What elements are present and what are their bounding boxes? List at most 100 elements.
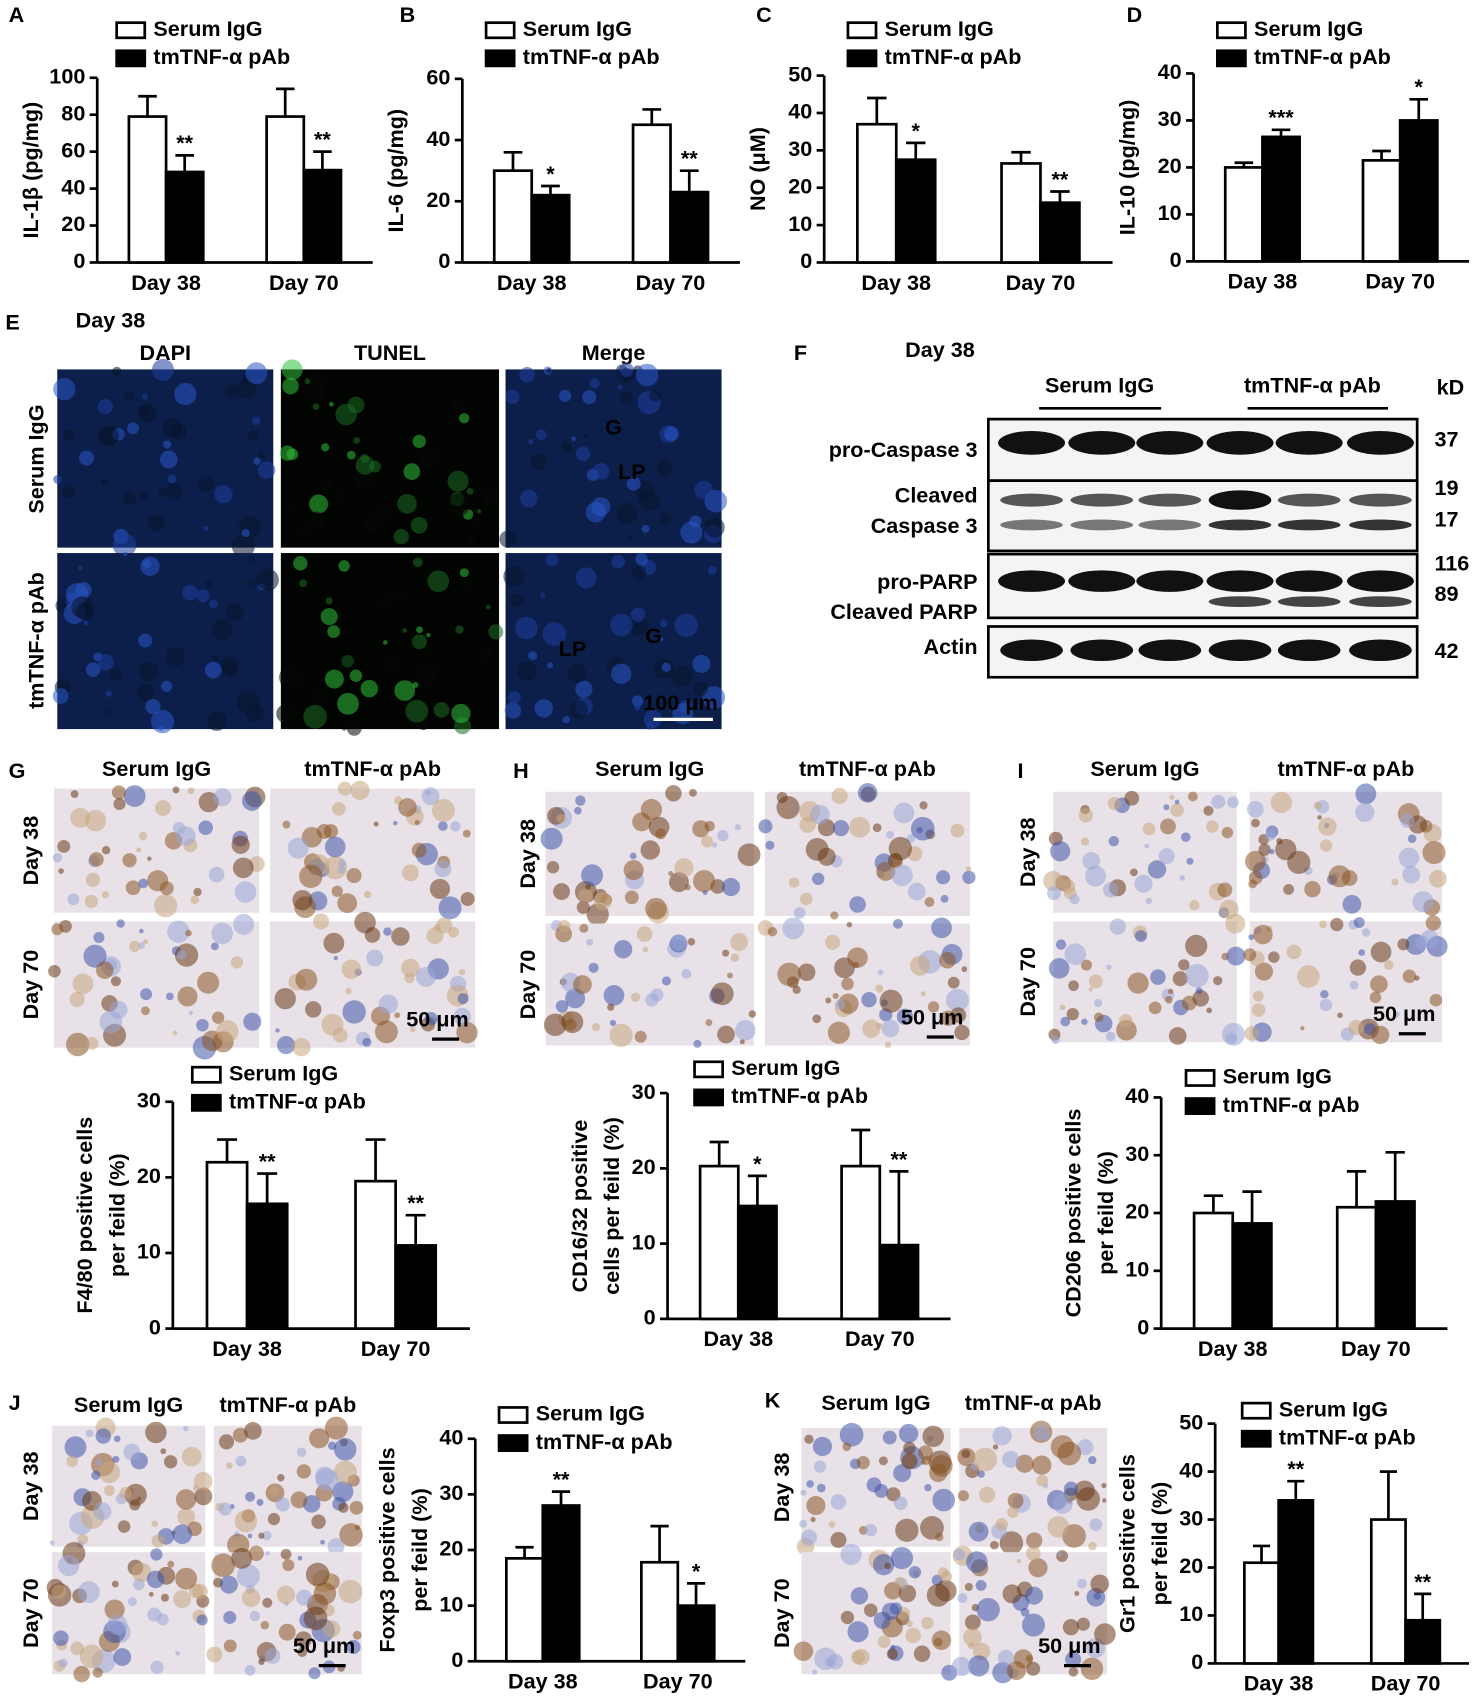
y-axis-label: CD16/32 positive [567, 1120, 592, 1293]
texture [212, 655, 219, 662]
y-tick-label: 20 [61, 211, 85, 236]
texture [655, 828, 667, 840]
texture [155, 800, 171, 816]
texture [464, 579, 474, 590]
texture [669, 872, 689, 893]
texture [659, 619, 668, 628]
legend-swatch [484, 49, 516, 68]
texture [324, 836, 346, 858]
texture [585, 502, 606, 523]
texture [850, 1587, 869, 1605]
texture [203, 526, 209, 532]
y-tick-label: 20 [1125, 1199, 1149, 1224]
scale-label: 50 μm [1038, 1633, 1100, 1658]
texture [77, 1581, 100, 1604]
texture [308, 1667, 321, 1680]
legend-label: Serum IgG [885, 16, 994, 41]
texture [945, 988, 969, 1012]
texture [1094, 998, 1103, 1008]
texture [296, 1447, 307, 1457]
texture [426, 927, 444, 945]
texture [1420, 929, 1439, 949]
bar [1223, 166, 1264, 263]
texture [101, 891, 110, 899]
texture [235, 1455, 247, 1467]
texture [433, 702, 450, 718]
legend-swatch [115, 49, 147, 68]
texture [145, 698, 161, 715]
size-label: 37 [1434, 426, 1458, 451]
texture [267, 1512, 281, 1526]
band [1000, 639, 1063, 662]
blot [987, 479, 1419, 553]
significance: ** [1287, 1456, 1304, 1481]
column-label: Serum IgG [821, 1390, 930, 1415]
texture [465, 535, 476, 545]
texture [444, 417, 454, 428]
y-axis-label: IL-1β (pg/mg) [18, 102, 43, 239]
texture [564, 1018, 577, 1031]
band [1208, 490, 1272, 510]
texture [297, 1555, 303, 1561]
bar [394, 1244, 438, 1330]
texture [337, 491, 349, 502]
texture [1080, 1657, 1104, 1681]
texture [1168, 1027, 1187, 1045]
texture [331, 802, 346, 816]
texture [412, 557, 423, 568]
y-tick-label: 10 [1125, 1257, 1149, 1282]
texture [1158, 848, 1175, 865]
x-tick-label: Day 70 [845, 1326, 915, 1351]
band [1346, 430, 1414, 455]
texture [630, 992, 641, 1002]
texture [137, 405, 150, 418]
texture [931, 917, 952, 939]
panel-title: Day 38 [905, 337, 975, 362]
texture [1060, 1016, 1071, 1027]
texture [712, 842, 718, 848]
texture [147, 514, 165, 532]
texture [642, 946, 649, 953]
texture [312, 403, 320, 410]
texture [1253, 924, 1273, 945]
texture [1050, 841, 1071, 862]
band [1277, 493, 1341, 507]
texture [1002, 1450, 1020, 1468]
texture [402, 864, 419, 882]
texture [353, 436, 361, 444]
texture [634, 1030, 647, 1043]
texture [265, 1550, 270, 1556]
texture [964, 1614, 981, 1631]
texture [1213, 976, 1223, 986]
texture [1206, 1007, 1213, 1014]
legend-swatch [846, 21, 878, 40]
image-label: G [645, 623, 662, 648]
texture [113, 1648, 132, 1666]
band [1275, 570, 1343, 592]
texture [85, 872, 101, 887]
texture [51, 1584, 67, 1600]
texture [125, 880, 141, 896]
panel-letter: A [9, 2, 25, 27]
texture [874, 1484, 889, 1498]
column-label: tmTNF-α pAb [304, 756, 441, 781]
column-label: Serum IgG [1090, 756, 1199, 781]
texture [879, 989, 903, 1013]
texture [1393, 1011, 1400, 1018]
texture [303, 704, 327, 729]
significance: * [546, 161, 555, 186]
texture [586, 938, 594, 946]
band [1208, 596, 1272, 608]
texture [799, 1519, 808, 1528]
texture [307, 511, 325, 529]
texture [687, 938, 696, 946]
texture [438, 896, 462, 920]
legend-swatch [1240, 1429, 1272, 1448]
texture [95, 1428, 111, 1444]
texture [230, 956, 244, 969]
texture [864, 1603, 878, 1617]
band [1136, 430, 1204, 455]
row-label: Day 38 [18, 1451, 43, 1521]
texture [680, 521, 703, 544]
legend-swatch [1240, 1401, 1272, 1420]
